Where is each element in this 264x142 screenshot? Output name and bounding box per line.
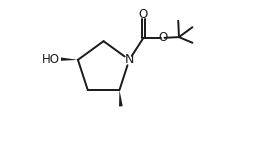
Text: O: O (139, 8, 148, 21)
Polygon shape (60, 57, 78, 61)
Text: O: O (158, 31, 167, 44)
Text: N: N (125, 53, 134, 66)
Text: HO: HO (41, 53, 59, 66)
Polygon shape (119, 90, 123, 106)
